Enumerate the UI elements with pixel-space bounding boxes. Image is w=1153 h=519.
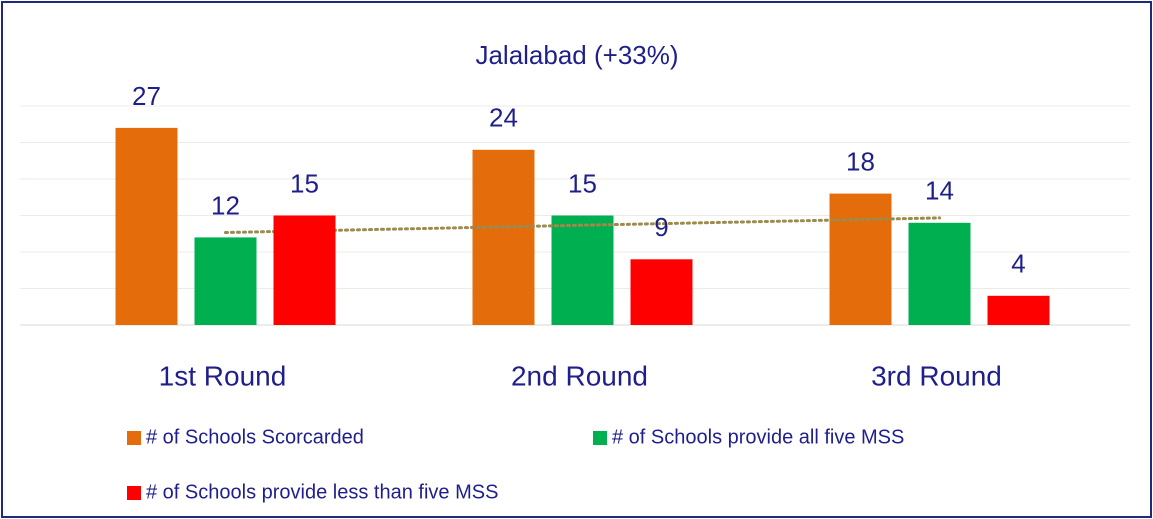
data-label: 14 [925, 176, 954, 206]
bar [194, 237, 257, 325]
bar [115, 127, 178, 326]
x-tick-label: 1st Round [159, 360, 287, 391]
data-label: 15 [568, 168, 597, 198]
bar [829, 193, 892, 325]
legend-label: # of Schools provide all five MSS [612, 426, 904, 448]
legend-swatch [127, 431, 141, 445]
chart-title: Jalalabad (+33%) [475, 40, 678, 70]
x-tick-label: 3rd Round [871, 360, 1002, 391]
bar [908, 222, 971, 325]
data-label: 15 [290, 168, 319, 198]
bar [987, 295, 1050, 325]
data-label: 9 [654, 212, 668, 242]
legend-label: # of Schools provide less than five MSS [146, 481, 498, 503]
data-label: 18 [846, 146, 875, 176]
bar [472, 149, 535, 325]
legend-swatch [593, 431, 607, 445]
trendline [224, 216, 941, 235]
data-label: 27 [132, 81, 161, 111]
legend-swatch [127, 486, 141, 500]
bar [551, 215, 614, 325]
data-label: 12 [211, 190, 240, 220]
bar [273, 215, 336, 325]
x-tick-label: 2nd Round [511, 360, 648, 391]
bar [630, 259, 693, 325]
data-label: 4 [1011, 249, 1025, 279]
legend-label: # of Schools Scorcarded [146, 426, 364, 448]
data-label: 24 [489, 103, 518, 133]
